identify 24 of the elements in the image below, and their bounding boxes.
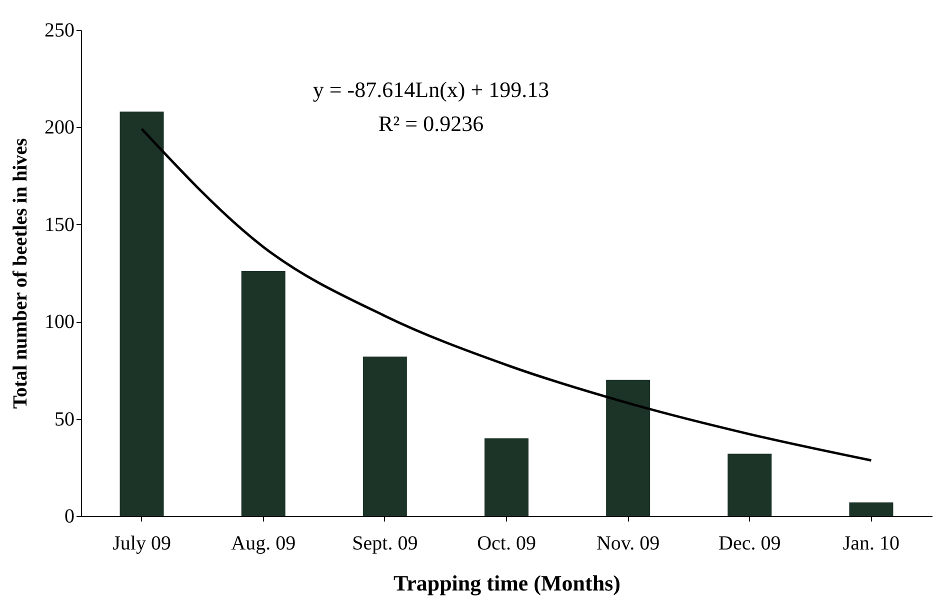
y-axis-title: Total number of beetles in hives <box>10 138 32 409</box>
x-tick-label: July 09 <box>112 532 171 554</box>
x-tick-label: Sept. 09 <box>352 532 418 554</box>
bar <box>728 454 772 516</box>
bar <box>241 271 286 516</box>
y-tick-label: 50 <box>54 408 74 430</box>
bar <box>362 356 407 516</box>
y-tick-label: 0 <box>64 506 74 528</box>
bar <box>849 502 894 516</box>
x-tick-label: Jan. 10 <box>842 532 900 554</box>
bar <box>484 438 528 516</box>
x-axis-title: Trapping time (Months) <box>394 570 620 596</box>
x-tick-label: Dec. 09 <box>718 532 781 554</box>
y-tick-label: 200 <box>44 116 74 139</box>
bar <box>120 112 164 516</box>
x-tick-label: Nov. 09 <box>596 532 660 554</box>
annotation: y = -87.614Ln(x) + 199.13 <box>312 77 550 102</box>
bar <box>606 380 650 516</box>
annotation: R² = 0.9236 <box>378 111 484 136</box>
x-tick-label: Oct. 09 <box>477 532 536 554</box>
y-tick-label: 150 <box>44 214 74 236</box>
x-tick-label: Aug. 09 <box>231 532 296 554</box>
y-tick-label: 250 <box>44 20 74 42</box>
y-tick-label: 100 <box>44 311 74 334</box>
